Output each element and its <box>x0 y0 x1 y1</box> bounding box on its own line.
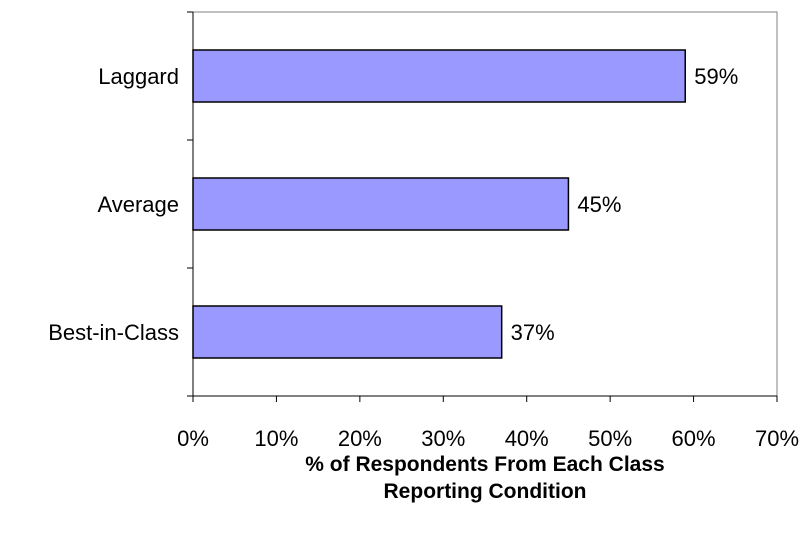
bars-layer <box>192 49 686 359</box>
axis-layer: 0% 10% 20% 30% 40% 50% 60% 70% <box>177 11 799 451</box>
data-label: 37% <box>511 320 555 345</box>
bar-laggard <box>192 49 686 103</box>
data-label: 45% <box>577 192 621 217</box>
x-tick-label: 10% <box>254 426 298 451</box>
x-axis-title-line-1: % of Respondents From Each Class <box>305 453 664 476</box>
x-tick-label: 0% <box>177 426 209 451</box>
x-tick-label: 40% <box>505 426 549 451</box>
labels-layer: Laggard 59% Average 45% Best-in-Class 37% <box>48 64 738 345</box>
x-tick-label: 70% <box>755 426 799 451</box>
x-tick-label: 20% <box>338 426 382 451</box>
data-label: 59% <box>694 64 738 89</box>
x-tick-label: 30% <box>421 426 465 451</box>
category-label: Average <box>97 192 179 217</box>
x-tick-label: 50% <box>588 426 632 451</box>
bar-average <box>192 177 570 231</box>
category-label: Laggard <box>98 64 179 89</box>
category-label: Best-in-Class <box>48 320 179 345</box>
x-tick-label: 60% <box>672 426 716 451</box>
bar-best-in-class <box>192 305 503 359</box>
x-axis-title-line-2: Reporting Condition <box>384 480 587 503</box>
